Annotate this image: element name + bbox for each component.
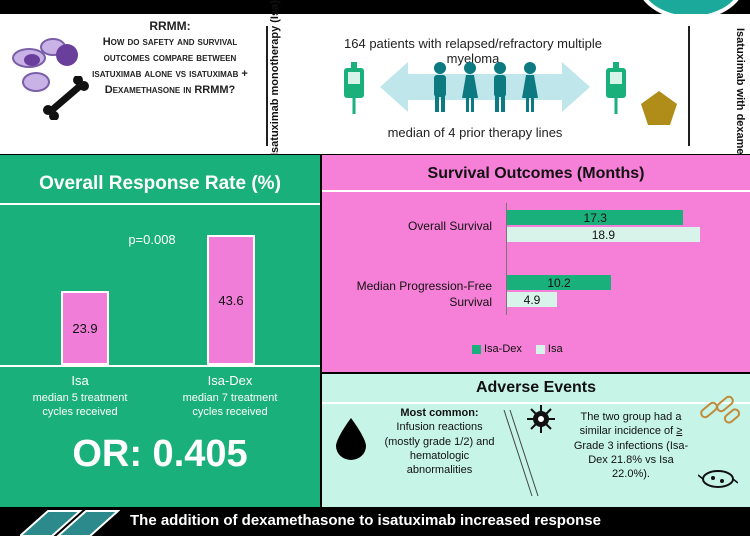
divider: [266, 26, 268, 146]
adverse-events-panel: Adverse Events Most common: Infusion rea…: [322, 374, 750, 507]
patient-count: 164 patients with relapsed/refractory mu…: [344, 36, 602, 66]
divider: [688, 26, 690, 146]
legend-item-isa: Isa: [535, 343, 563, 355]
chart-legend: Isa-Dex Isa: [472, 343, 563, 355]
ge-symbol: ≥: [676, 425, 683, 438]
cell-icon: [22, 72, 50, 92]
bar-value-label: 10.2: [547, 275, 571, 290]
orr-bar-isa: 23.9: [61, 291, 109, 365]
question-title: RRMM:: [149, 19, 191, 33]
divider: [322, 190, 750, 192]
patients-arrow-icon: [380, 62, 590, 112]
legend-label: Isa-Dex: [484, 343, 522, 355]
bone-icon: [43, 76, 89, 120]
dexamethasone-pill-icon: [641, 91, 677, 125]
virus-icon: [527, 405, 555, 433]
similar-text-b: Grade 3 infections (Isa-Dex 21.8% vs Isa…: [573, 439, 689, 481]
orr-value-isa: 23.9: [72, 320, 98, 336]
group-note-isa: median 5 treatment cycles received: [32, 392, 128, 419]
top-bar: [0, 0, 750, 14]
axis-baseline: [0, 365, 320, 367]
syringe-icon: [20, 510, 120, 536]
common-events: Most common: Infusion reactions (mostly …: [382, 406, 497, 477]
legend-item-isadex: Isa-Dex: [472, 343, 522, 355]
header-panel: RRMM: How do safety and survival outcome…: [0, 0, 750, 246]
conclusion-text: The addition of dexamethasone to isatuxi…: [130, 512, 601, 529]
orr-panel: Overall Response Rate (%) p=0.008 23.9 4…: [0, 155, 320, 507]
cell-icon: [24, 54, 40, 66]
prior-therapy-lines: median of 4 prior therapy lines: [387, 125, 563, 140]
bar-value-label: 4.9: [523, 292, 541, 307]
similar-text-a: The two group had a similar incidence of: [579, 411, 682, 438]
group-note-isadex: median 7 treatment cycles received: [182, 392, 278, 419]
survival-bar-isadex: 10.2: [507, 275, 612, 290]
cell-icon: [56, 44, 78, 66]
legend-swatch: [472, 344, 481, 354]
left-arm-label: Isatuximab monotherapy (Isa): [269, 0, 281, 156]
right-arm-label-box: Isatuximab with dexamethasone (Isa-Dex): [690, 28, 750, 247]
research-question: RRMM: How do safety and survival outcome…: [80, 18, 260, 99]
iv-bag-icon: [344, 62, 364, 114]
survival-bar-isa: 18.9: [507, 227, 700, 242]
bacterium-icon: [698, 470, 738, 488]
drop-icon: [336, 418, 366, 460]
survival-title: Survival Outcomes (Months): [427, 165, 645, 182]
bacteria-icon: [700, 395, 741, 424]
common-label: Most common:: [400, 407, 479, 419]
odds-ratio: OR: 0.405: [72, 433, 248, 475]
infection-similarity: The two group had a similar incidence of…: [568, 410, 694, 481]
right-arm-label: Isatuximab with dexamethasone (Isa-Dex): [734, 28, 746, 247]
category-label-pfs: Median Progression-Free Survival: [356, 279, 492, 309]
iv-bag-icon: [606, 62, 626, 114]
slash-divider: [503, 409, 539, 497]
p-value: p=0.008: [128, 232, 176, 247]
legend-label: Isa: [547, 343, 563, 355]
conclusion-bar: The addition of dexamethasone to isatuxi…: [0, 507, 750, 536]
survival-bar-isa: 4.9: [507, 292, 557, 307]
question-body: How do safety and survival outcomes comp…: [92, 36, 248, 97]
orr-value-isadex: 43.6: [218, 292, 244, 308]
orr-title: Overall Response Rate (%): [39, 173, 281, 194]
bar-value-label: 18.9: [591, 227, 616, 242]
divider: [322, 402, 750, 404]
bar-value-label: 17.3: [583, 210, 607, 225]
left-arm-label-box: Isatuximab monotherapy (Isa): [265, 0, 317, 156]
legend-swatch: [535, 344, 545, 354]
orr-bar-isadex: 43.6: [207, 235, 255, 365]
divider: [0, 203, 320, 205]
group-name-isa: Isa: [71, 373, 89, 388]
group-name-isadex: Isa-Dex: [207, 373, 253, 388]
common-body: Infusion reactions (mostly grade 1/2) an…: [384, 421, 495, 477]
survival-panel: Survival Outcomes (Months) Overall Survi…: [322, 155, 750, 372]
chart-axis: [506, 203, 507, 315]
survival-bar-isadex: 17.3: [507, 210, 684, 225]
adverse-events-title: Adverse Events: [475, 379, 597, 396]
category-label-os: Overall Survival: [407, 219, 492, 233]
